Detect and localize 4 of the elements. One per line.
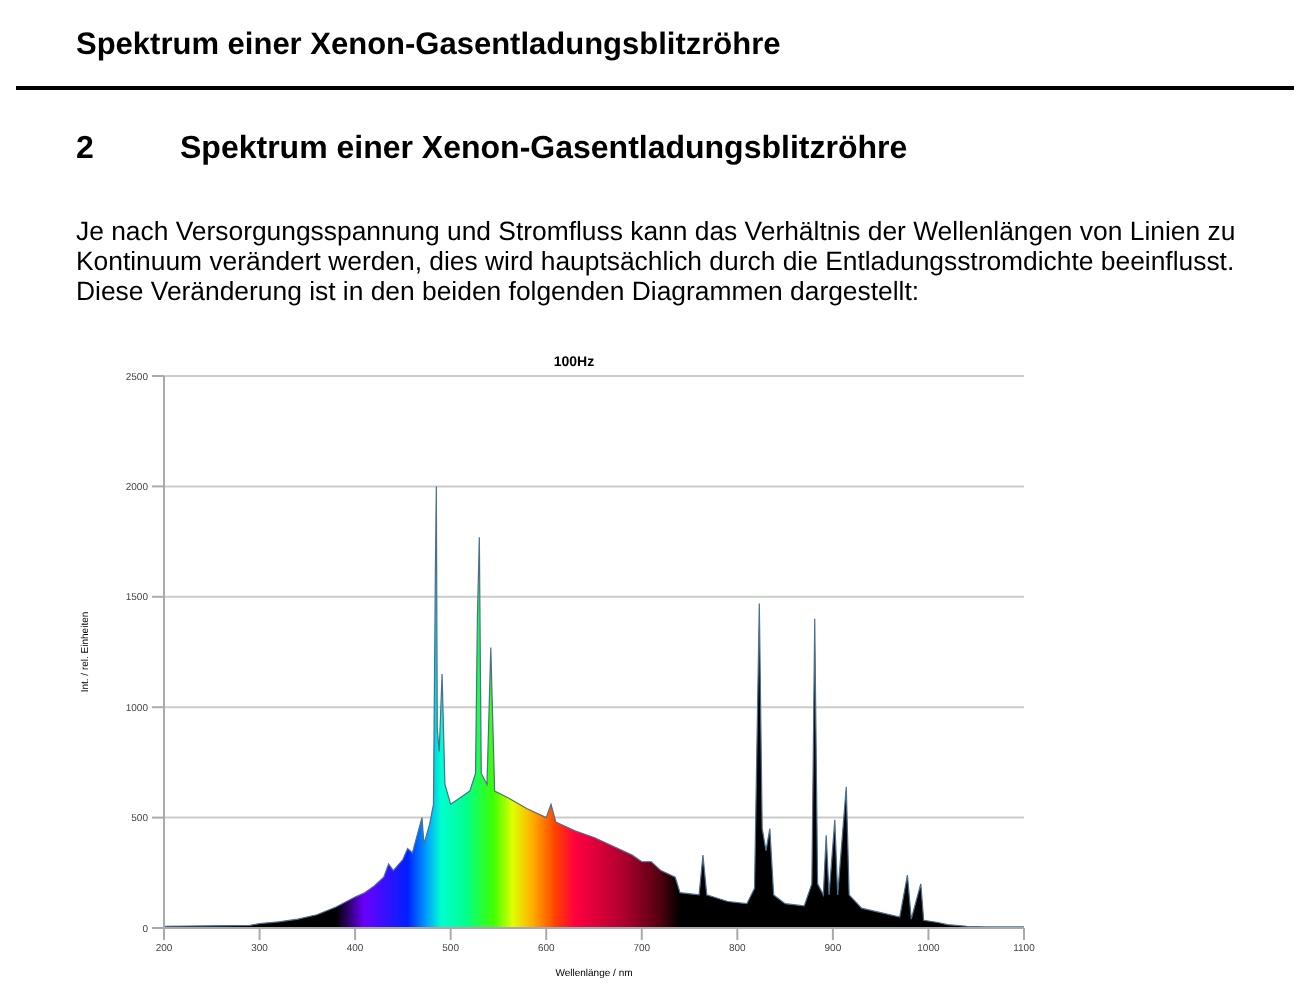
- text: 2: [76, 132, 94, 168]
- text: Spektrum einer Xenon-Gasentladungsblitzröhre: [76, 28, 781, 64]
- text: Spektrum einer Xenon-Gasentladungsblitzröhre: [180, 132, 908, 168]
- text: Je nach Versorgungsspannung und Stromfluss kann das Verhältnis der Wellenlängen von Linien zu Kontinuum verändert werden, dies wird hauptsächlich durch die Entladungsstromdichte beeinflusst. Diese Veränderung ist in den beiden folgenden Diagrammen dargestellt:: [76, 216, 1236, 306]
